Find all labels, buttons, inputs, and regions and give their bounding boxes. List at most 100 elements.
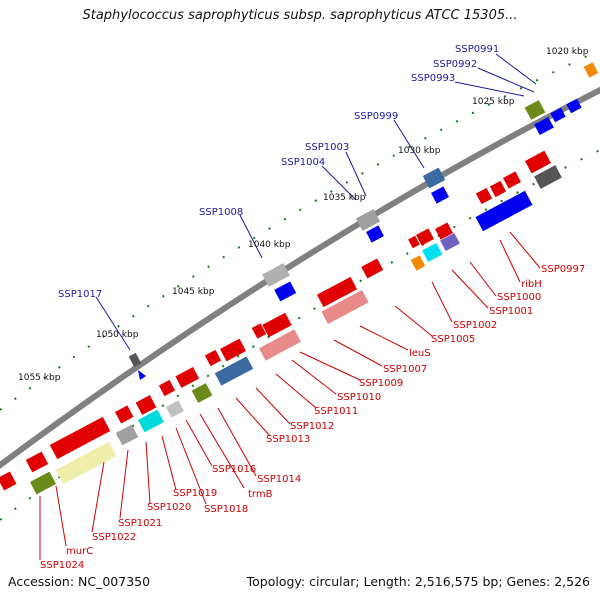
- feature-cds: [316, 276, 358, 308]
- tick-label: 1030 kbp: [398, 146, 441, 156]
- feature-gene-block: [191, 383, 213, 403]
- gene-label: SSP1024: [40, 560, 84, 571]
- feature-gene-block: [524, 100, 546, 120]
- feature-gene-block: [138, 409, 164, 433]
- feature-cds: [25, 451, 49, 473]
- inner-features: [30, 165, 562, 495]
- gene-label: SSP1000: [497, 292, 541, 303]
- gene-label: SSP1017: [58, 289, 102, 300]
- gene-label: SSP1008: [199, 207, 243, 218]
- feature-cds: [175, 367, 200, 388]
- tick-label: 1035 kbp: [323, 193, 366, 203]
- tick-label: 1020 kbp: [546, 47, 589, 57]
- gene-label: leuS: [409, 348, 431, 359]
- gene-label: SSP0999: [354, 111, 398, 122]
- gene-label: SSP1005: [431, 334, 475, 345]
- feature-gene-block: [583, 62, 599, 78]
- feature-gene-block: [534, 116, 554, 136]
- feature-gene-block: [534, 165, 562, 189]
- feature-gene-block: [422, 242, 443, 262]
- feature-cds: [204, 349, 222, 367]
- gene-label: SSP1003: [305, 142, 349, 153]
- feature-gene-block: [274, 281, 297, 302]
- leader-lines: [95, 53, 537, 351]
- gene-label: SSP1011: [314, 406, 358, 417]
- outer-tick-ring: [0, 49, 600, 411]
- gene-label: murC: [66, 546, 93, 557]
- leader-lines: [39, 231, 541, 560]
- gene-label: SSP1004: [281, 157, 325, 168]
- gene-label: SSP1020: [147, 502, 191, 513]
- gene-label: SSP0992: [433, 59, 477, 70]
- tick-label: 1025 kbp: [472, 97, 515, 107]
- gene-label: SSP0993: [411, 73, 455, 84]
- map-title: Staphylococcus saprophyticus subsp. sapr…: [82, 8, 518, 23]
- feature-gene-block: [55, 441, 117, 485]
- gene-label: SSP1014: [257, 474, 301, 485]
- feature-cds: [408, 235, 420, 249]
- feature-arrow: [138, 370, 146, 380]
- feature-gene-block: [475, 190, 533, 232]
- feature-gene-block: [214, 356, 254, 386]
- tick-label: 1050 kbp: [96, 330, 139, 340]
- feature-gene-block: [262, 263, 290, 287]
- gene-label: SSP1022: [92, 532, 136, 543]
- gene-label: SSP1001: [489, 306, 533, 317]
- feature-gene-block: [440, 232, 460, 252]
- feature-cds: [361, 258, 384, 279]
- gene-label: SSP1016: [212, 464, 256, 475]
- gene-label: SSP1013: [266, 434, 310, 445]
- feature-cds: [115, 405, 134, 424]
- gene-label: SSP1019: [173, 488, 217, 499]
- genome-summary: Topology: circular; Length: 2,516,575 bp…: [246, 574, 590, 589]
- feature-gene-block: [321, 290, 369, 324]
- gene-label: SSP1009: [359, 378, 403, 389]
- gene-label: SSP1012: [290, 421, 334, 432]
- feature-gene-block: [30, 471, 56, 495]
- gene-label: trmB: [248, 489, 273, 500]
- kbp-tick-labels: 1020 kbp 1025 kbp 1030 kbp 1035 kbp 1040…: [18, 47, 589, 383]
- accession-label: Accession: NC_007350: [8, 574, 151, 589]
- gene-label: SSP1010: [337, 392, 381, 403]
- feature-gene-block: [431, 186, 449, 204]
- feature-cds: [135, 395, 157, 415]
- feature-cds: [158, 379, 176, 397]
- feature-gene-block: [115, 424, 139, 446]
- gene-label: SSP0991: [455, 44, 499, 55]
- bottom-gene-labels: SSP0997 ribH SSP1000 SSP1001 SSP1002 SSP…: [40, 264, 585, 571]
- feature-cds: [416, 228, 434, 246]
- feature-gene-block: [550, 107, 566, 123]
- feature-cds: [0, 471, 17, 491]
- feature-gene-block: [366, 225, 384, 243]
- feature-gene-block: [128, 352, 142, 368]
- gene-label: ribH: [521, 279, 542, 290]
- forward-features: [128, 62, 599, 380]
- tick-label: 1055 kbp: [18, 373, 61, 383]
- feature-cds: [220, 338, 246, 362]
- feature-gene-block: [422, 167, 446, 189]
- feature-cds: [435, 222, 453, 240]
- feature-cds: [503, 171, 521, 189]
- feature-gene-block: [566, 98, 582, 114]
- feature-cds: [475, 187, 493, 205]
- feature-cds: [489, 180, 507, 198]
- tick-label: 1045 kbp: [172, 287, 215, 297]
- feature-gene-block: [410, 255, 426, 271]
- tick-label: 1040 kbp: [248, 240, 291, 250]
- feature-cds: [251, 323, 267, 339]
- gene-label: SSP0997: [541, 264, 585, 275]
- genome-backbone: [0, 86, 600, 469]
- feature-cds: [525, 150, 551, 174]
- gene-label: SSP1007: [383, 364, 427, 375]
- feature-cds: [49, 416, 111, 460]
- feature-gene-block: [166, 400, 184, 418]
- feature-cds: [262, 312, 292, 338]
- feature-gene-block: [259, 329, 301, 361]
- gene-label: SSP1021: [118, 518, 162, 529]
- reverse-features: [0, 150, 551, 491]
- top-gene-labels: SSP0991 SSP0992 SSP0993 SSP0999 SSP1003 …: [58, 44, 499, 300]
- gene-label: SSP1018: [204, 504, 248, 515]
- feature-gene-block: [355, 209, 381, 231]
- gene-label: SSP1002: [453, 320, 497, 331]
